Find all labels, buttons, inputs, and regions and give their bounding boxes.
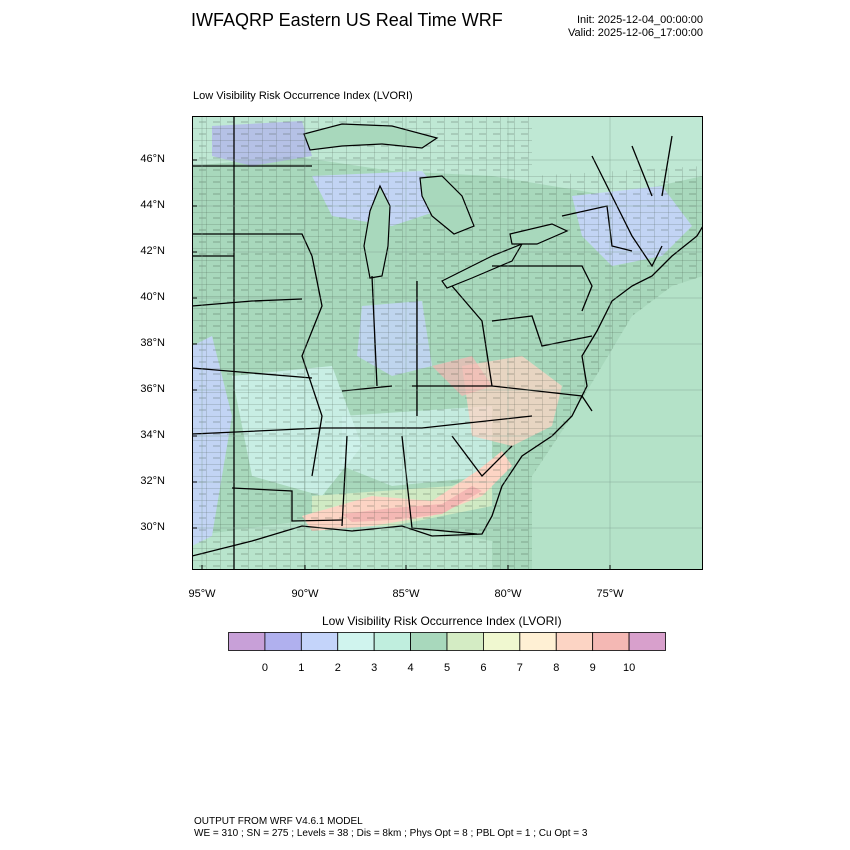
colorbar-tick-label: 3 (371, 662, 378, 674)
colorbar-tick-label: 1 (298, 662, 305, 674)
lat-label: 38°N (140, 337, 165, 349)
lon-label: 85°W (392, 588, 420, 600)
colorbar-swatch (592, 632, 630, 651)
colorbar-swatch (373, 632, 411, 651)
colorbar-tick-label: 0 (261, 662, 268, 674)
lake-ontario (509, 223, 569, 245)
colorbar-tick-label: 4 (407, 662, 414, 674)
lat-label: 30°N (140, 521, 165, 533)
lake-huron (419, 175, 475, 235)
lake-superior (303, 123, 439, 151)
valid-time: Valid: 2025-12-06_17:00:00 (568, 27, 703, 39)
colorbar-tick-label: 9 (589, 662, 596, 674)
map-subtitle: Low Visibility Risk Occurrence Index (LV… (193, 90, 413, 102)
state-boundaries (192, 116, 673, 570)
map-frame (192, 116, 703, 570)
page-title: IWFAQRP Eastern US Real Time WRF (191, 10, 503, 30)
colorbar-swatch (337, 632, 375, 651)
colorbar-swatch (628, 632, 666, 651)
county-lines (532, 166, 703, 476)
graticule (192, 116, 703, 570)
colorbar-swatch (228, 632, 266, 651)
colorbar (228, 632, 666, 651)
colorbar-tick-label: 5 (443, 662, 451, 674)
lat-label: 40°N (140, 291, 165, 303)
lon-label: 90°W (291, 588, 319, 600)
colorbar-title: Low Visibility Risk Occurrence Index (LV… (322, 614, 562, 628)
footer-model: OUTPUT FROM WRF V4.6.1 MODEL (194, 816, 363, 827)
colorbar-swatch (264, 632, 302, 651)
lake-michigan (363, 184, 391, 279)
lon-label: 80°W (494, 588, 522, 600)
colorbar-tick-label: 6 (480, 662, 487, 674)
colorbar-swatch (555, 632, 594, 651)
lvori-map (192, 116, 703, 570)
lon-label: 95°W (188, 588, 216, 600)
map-ticks (192, 159, 611, 570)
lat-label: 36°N (140, 383, 165, 395)
lat-label: 46°N (140, 153, 165, 165)
colorbar-swatch (300, 632, 339, 651)
footer-settings: WE = 310 ; SN = 275 ; Levels = 38 ; Dis … (194, 828, 588, 839)
lat-label: 32°N (140, 475, 165, 487)
colorbar-swatch (446, 632, 484, 651)
colorbar-tick-label: 2 (334, 662, 341, 674)
colorbar-swatch (483, 632, 521, 651)
init-time: Init: 2025-12-04_00:00:00 (577, 14, 703, 26)
county-lines (192, 116, 532, 570)
atlantic-ocean (532, 276, 703, 570)
lat-label: 34°N (140, 429, 165, 441)
colorbar-tick-label: 10 (622, 662, 636, 674)
lon-label: 75°W (596, 588, 624, 600)
colorbar-tick-label: 8 (553, 662, 560, 674)
lake-erie (441, 242, 524, 289)
coastline (192, 225, 703, 557)
lat-label: 42°N (140, 245, 165, 257)
lat-label: 44°N (140, 199, 165, 211)
colorbar-tick-label: 7 (516, 662, 523, 674)
colorbar-swatch (519, 632, 557, 651)
colorbar-swatch (410, 632, 448, 651)
